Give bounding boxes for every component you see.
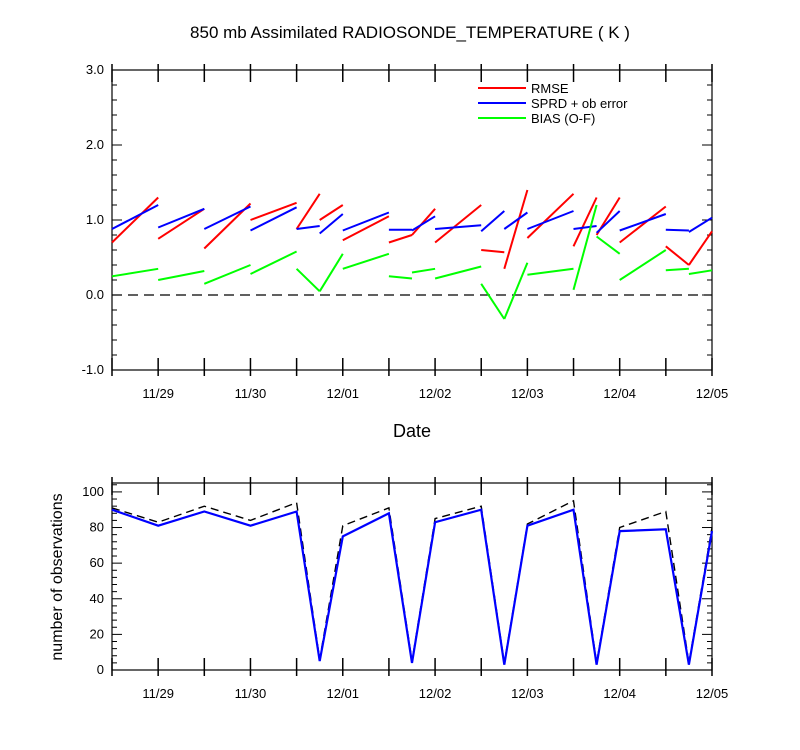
top-series-rmse-segment (388, 234, 413, 244)
top-y-tick-label: 3.0 (86, 62, 104, 77)
bottom-x-tick-label: 12/04 (603, 686, 636, 701)
legend-label-rmse: RMSE (531, 81, 569, 96)
top-y-tick-label: -1.0 (82, 362, 104, 377)
chart-title: 850 mb Assimilated RADIOSONDE_TEMPERATUR… (190, 23, 630, 42)
top-series-rmse-segment (411, 208, 436, 236)
bottom-x-tick-label: 11/30 (235, 686, 267, 701)
bottom-x-tick-label: 11/29 (142, 686, 174, 701)
top-series-rmse-segment (295, 193, 321, 230)
top-series-bias-o-f-segment (158, 270, 205, 281)
top-series-bias-o-f-segment (688, 269, 713, 275)
legend-label-bias: BIAS (O-F) (531, 111, 595, 126)
top-series-rmse-segment (157, 207, 205, 240)
top-series-sprd-ob-error-segment (435, 224, 482, 230)
top-series-rmse-segment (342, 215, 390, 242)
top-series-rmse-segment (250, 201, 297, 221)
top-series-sprd-ob-error-segment (619, 213, 667, 232)
top-series-rmse-segment (572, 197, 598, 247)
top-series-bias-o-f-segment (318, 253, 344, 292)
top-series-bias-o-f-segment (250, 250, 298, 275)
legend-label-sprd: SPRD + ob error (531, 96, 628, 111)
bottom-y-tick-label: 80 (90, 520, 104, 535)
top-x-tick-label: 12/02 (419, 386, 452, 401)
top-series-sprd-ob-error-segment (688, 216, 713, 233)
top-series-bias-o-f-segment (596, 235, 621, 255)
bottom-series-possible-observations-line (111, 499, 713, 664)
top-y-tick-label: 0.0 (86, 287, 104, 302)
top-y-tick-label: 2.0 (86, 137, 104, 152)
top-series-rmse-segment (111, 196, 159, 244)
bottom-y-tick-label: 0 (97, 662, 104, 677)
top-series-bias-o-f-segment (111, 267, 159, 278)
top-series-sprd-ob-error-segment (527, 210, 574, 230)
top-x-tick-label: 12/01 (326, 386, 359, 401)
top-series-bias-o-f-segment (480, 283, 506, 320)
top-panel: -1.0 0.0 1.0 2.0 3.0 11/29 11/30 12/01 12/02 12/0… (82, 62, 729, 401)
bottom-y-axis-label: number of observations (49, 493, 66, 660)
top-series-sprd-ob-error-segment (342, 211, 390, 232)
bottom-x-tick-label: 12/05 (696, 686, 729, 701)
top-x-tick-label: 11/29 (142, 386, 174, 401)
bottom-panel: 0 20 40 60 80 100 11/29 11/30 12/01 12/02 12/03 12/… (82, 477, 728, 701)
top-series-bias-o-f-segment (342, 252, 390, 270)
top-y-tick-label: 1.0 (86, 212, 104, 227)
top-series-sprd-ob-error-segment (480, 210, 505, 233)
bottom-plot-frame (111, 482, 713, 671)
top-series-sprd-ob-error-segment (595, 210, 621, 234)
top-x-axis-label: Date (393, 421, 431, 441)
top-series-bias-o-f-segment (203, 264, 251, 285)
top-series-rmse-segment (434, 204, 482, 244)
top-series-sprd-ob-error-segment (111, 204, 159, 230)
top-x-tick-label: 12/04 (603, 386, 636, 401)
bottom-y-tick-label: 40 (90, 591, 104, 606)
bottom-y-tick-label: 100 (82, 484, 104, 499)
top-series-sprd-ob-error-segment (411, 215, 436, 232)
bottom-y-tick-label: 20 (90, 626, 104, 641)
top-series-rmse-segment (619, 205, 667, 244)
top-series-sprd-ob-error-segment (665, 228, 689, 232)
bottom-x-tick-label: 12/01 (326, 686, 359, 701)
top-series-bias-o-f-segment (619, 249, 667, 281)
top-x-tick-label: 12/05 (696, 386, 729, 401)
bottom-x-tick-label: 12/02 (419, 686, 452, 701)
top-series-sprd-ob-error-segment (503, 211, 528, 230)
top-series-sprd-ob-error-segment (573, 225, 597, 230)
top-series-bias-o-f-segment (503, 262, 529, 320)
top-series-sprd-ob-error-segment (296, 225, 320, 230)
top-series-bias-o-f-segment (434, 265, 482, 280)
bottom-x-tick-label: 12/03 (511, 686, 544, 701)
top-series-rmse-segment (665, 245, 690, 266)
top-series-sprd-ob-error-segment (319, 213, 344, 235)
top-series-bias-o-f-segment (388, 275, 413, 280)
top-series-bias-o-f-segment (665, 267, 689, 272)
top-x-tick-label: 11/30 (235, 386, 267, 401)
top-series-bias-o-f-segment (411, 267, 436, 274)
top-plot-frame (111, 69, 713, 371)
top-series-sprd-ob-error-segment (157, 207, 205, 229)
top-series-sprd-ob-error-segment (203, 205, 251, 230)
top-series-rmse-segment (688, 230, 713, 266)
top-series-bias-o-f-segment (295, 268, 321, 293)
top-series-bias-o-f-segment (572, 204, 598, 291)
top-series-sprd-ob-error-segment (250, 206, 298, 232)
top-series-rmse-segment (481, 249, 505, 254)
bottom-y-tick-label: 60 (90, 555, 104, 570)
bottom-series-assimilated-observations-line (111, 508, 714, 665)
top-series-rmse-segment (503, 189, 529, 270)
top-x-tick-label: 12/03 (511, 386, 544, 401)
top-series-rmse-segment (526, 193, 575, 239)
top-series-rmse-segment (319, 204, 344, 221)
top-series-bias-o-f-segment (527, 267, 574, 276)
